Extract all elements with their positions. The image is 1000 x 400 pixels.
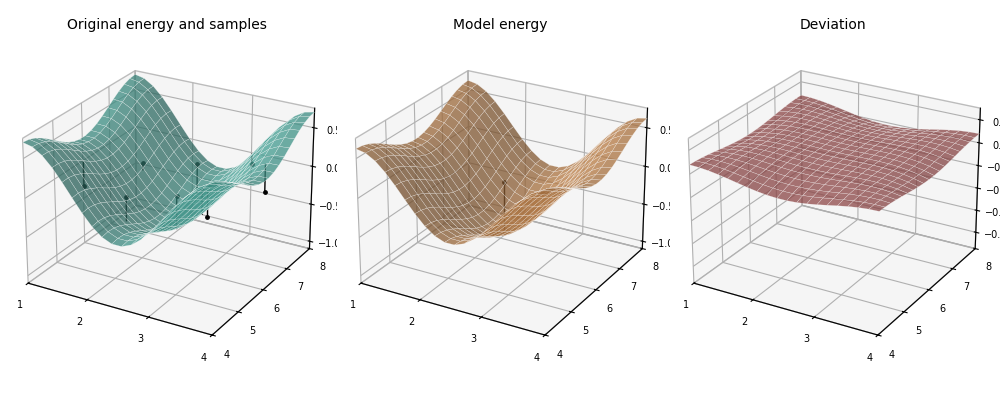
Title: Model energy: Model energy — [453, 18, 547, 32]
Title: Deviation: Deviation — [800, 18, 866, 32]
Title: Original energy and samples: Original energy and samples — [67, 18, 267, 32]
